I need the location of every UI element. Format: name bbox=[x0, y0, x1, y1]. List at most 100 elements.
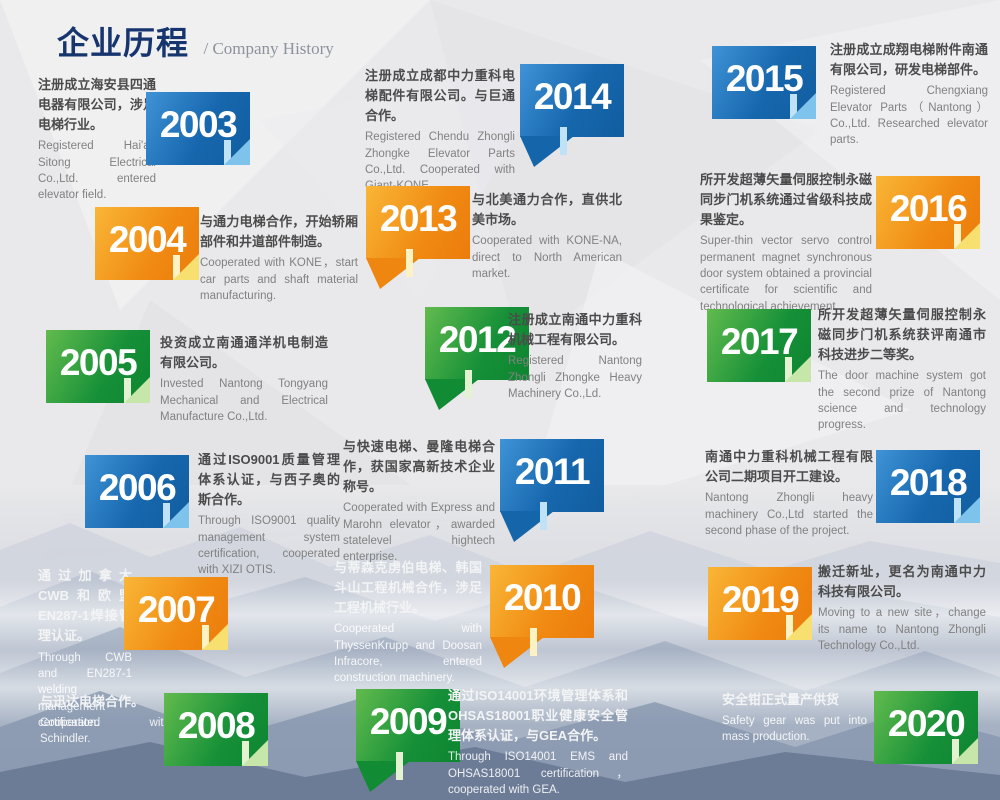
year-badge-2003: 2003 bbox=[146, 92, 250, 165]
fold-stripe bbox=[560, 127, 567, 155]
year-label: 2020 bbox=[887, 703, 966, 744]
milestone-en: Through ISO9001 quality management syste… bbox=[198, 515, 340, 577]
milestone-en: Cooperated with KONE-NA, direct to North… bbox=[472, 235, 622, 280]
milestone-en: Through CWB and EN287-1 welding manageme… bbox=[38, 651, 132, 729]
milestone-cn: 注册成立成都中力重科电梯配件有限公司。与巨通合作。 bbox=[365, 68, 515, 124]
fold-stripe bbox=[242, 741, 249, 766]
milestone-en: Registered Chengxiang Elevator Parts（Nan… bbox=[830, 85, 988, 147]
milestone-text-2010: 与蒂森克虏伯电梯、韩国斗山工程机械合作，涉足工程机械行业。 Cooperated… bbox=[334, 558, 482, 687]
year-label: 2010 bbox=[503, 577, 582, 618]
fold-stripe bbox=[954, 498, 961, 523]
milestone-text-2011: 与快速电梯、曼隆电梯合作，获国家高新技术企业称号。 Cooperated wit… bbox=[343, 437, 495, 566]
year-badge-2010: 2010 bbox=[490, 565, 594, 668]
milestone-en: Registered Nantong Zhongli Zhongke Heavy… bbox=[508, 355, 642, 400]
year-label: 2012 bbox=[438, 319, 517, 360]
milestone-en: Invested Nantong Tongyang Mechanical and… bbox=[160, 378, 328, 423]
title-english: / Company History bbox=[203, 39, 334, 58]
year-label: 2019 bbox=[721, 579, 800, 620]
milestone-text-2018: 南通中力重科机械工程有限公司二期项目开工建设。 Nantong Zhongli … bbox=[705, 447, 873, 539]
year-label: 2007 bbox=[137, 589, 216, 630]
year-label: 2016 bbox=[889, 188, 968, 229]
milestone-text-2019: 搬迁新址，更名为南通中力科技有限公司。 Moving to a new site… bbox=[818, 562, 986, 654]
milestone-text-2016: 所开发超薄矢量伺服控制永磁同步门机系统通过省级科技成果鉴定。 Super-thi… bbox=[700, 170, 872, 315]
milestone-en: Nantong Zhongli heavy machinery Co.,Ltd … bbox=[705, 492, 873, 537]
milestone-en: Cooperated with KONE，start car parts and… bbox=[200, 257, 358, 302]
year-badge-2017: 2017 bbox=[707, 309, 811, 382]
milestone-cn: 安全钳正式量产供货 bbox=[722, 692, 840, 707]
year-label: 2008 bbox=[177, 705, 256, 746]
milestone-text-2007: 通过加拿大CWB和欧盟EN287-1焊接管理认证。 Through CWB an… bbox=[38, 566, 132, 731]
fold-stripe bbox=[952, 739, 959, 764]
milestone-en: Cooperated with ThyssenKrupp and Doosan … bbox=[334, 623, 482, 685]
year-badge-2005: 2005 bbox=[46, 330, 150, 403]
fold-stripe bbox=[465, 370, 472, 398]
fold-stripe bbox=[785, 357, 792, 382]
fold-stripe bbox=[786, 615, 793, 640]
year-label: 2017 bbox=[720, 321, 799, 362]
milestone-cn: 与通力电梯合作，开始轿厢部件和井道部件制造。 bbox=[200, 214, 358, 250]
milestone-cn: 所开发超薄矢量伺服控制永磁同步门机系统获评南通市科技进步二等奖。 bbox=[818, 307, 986, 363]
fold-stripe bbox=[224, 140, 231, 165]
milestone-en: Safety gear was put into mass production… bbox=[722, 715, 867, 744]
milestone-en: The door machine system got the second p… bbox=[818, 370, 986, 432]
milestone-cn: 注册成立成翔电梯附件南通有限公司，研发电梯部件。 bbox=[830, 42, 988, 78]
year-label: 2015 bbox=[725, 58, 804, 99]
year-label: 2005 bbox=[59, 342, 138, 383]
year-badge-2013: 2013 bbox=[366, 186, 470, 289]
milestone-text-2015: 注册成立成翔电梯附件南通有限公司，研发电梯部件。 Registered Chen… bbox=[830, 40, 988, 149]
milestone-cn: 与快速电梯、曼隆电梯合作，获国家高新技术企业称号。 bbox=[343, 439, 495, 495]
title-chinese: 企业历程 bbox=[57, 25, 190, 61]
fold-stripe bbox=[202, 625, 209, 650]
fold-stripe bbox=[954, 224, 961, 249]
milestone-text-2020: 安全钳正式量产供货 Safety gear was put into mass … bbox=[722, 690, 867, 746]
year-badge-2008: 2008 bbox=[164, 693, 268, 766]
milestone-cn: 通过ISO14001环境管理体系和OHSAS18001职业健康安全管理体系认证，… bbox=[448, 688, 628, 744]
milestone-cn: 搬迁新址，更名为南通中力科技有限公司。 bbox=[818, 564, 986, 600]
fold-stripe bbox=[163, 503, 170, 528]
year-badge-2015: 2015 bbox=[712, 46, 816, 119]
milestone-text-2009: 通过ISO14001环境管理体系和OHSAS18001职业健康安全管理体系认证，… bbox=[448, 686, 628, 798]
year-badge-2012: 2012 bbox=[425, 307, 529, 410]
milestone-cn: 南通中力重科机械工程有限公司二期项目开工建设。 bbox=[705, 449, 873, 485]
fold-stripe bbox=[173, 255, 180, 280]
year-badge-2009: 2009 bbox=[356, 689, 460, 792]
milestone-cn: 与北美通力合作，直供北美市场。 bbox=[472, 192, 622, 228]
year-label: 2004 bbox=[108, 219, 187, 260]
milestone-text-2004: 与通力电梯合作，开始轿厢部件和井道部件制造。 Cooperated with K… bbox=[200, 212, 358, 304]
milestone-en: Cooperated with Schindler. bbox=[40, 717, 170, 746]
year-label: 2013 bbox=[379, 198, 458, 239]
year-badge-2011: 2011 bbox=[500, 439, 604, 542]
milestone-cn: 所开发超薄矢量伺服控制永磁同步门机系统通过省级科技成果鉴定。 bbox=[700, 172, 872, 228]
year-label: 2018 bbox=[889, 462, 968, 503]
year-badge-2014: 2014 bbox=[520, 64, 624, 167]
year-badge-2018: 2018 bbox=[876, 450, 980, 523]
year-badge-2016: 2016 bbox=[876, 176, 980, 249]
milestone-cn: 注册成立南通中力重科机械工程有限公司。 bbox=[508, 312, 642, 348]
milestone-en: Registered Hai'an Sitong Electrical Co.,… bbox=[38, 140, 156, 202]
year-badge-2007: 2007 bbox=[124, 577, 228, 650]
milestone-cn: 与蒂森克虏伯电梯、韩国斗山工程机械合作，涉足工程机械行业。 bbox=[334, 560, 482, 616]
milestone-en: Registered Chendu Zhongli Zhongke Elevat… bbox=[365, 131, 515, 192]
year-label: 2014 bbox=[533, 76, 612, 117]
fold-stripe bbox=[396, 752, 403, 780]
fold-stripe bbox=[406, 249, 413, 277]
year-badge-2019: 2019 bbox=[708, 567, 812, 640]
year-label: 2009 bbox=[369, 701, 448, 742]
page-title: 企业历程 / Company History bbox=[57, 18, 334, 64]
year-badge-2004: 2004 bbox=[95, 207, 199, 280]
milestone-text-2003: 注册成立海安县四通电器有限公司，涉足电梯行业。 Registered Hai'a… bbox=[38, 75, 156, 204]
milestone-cn: 与迅达电梯合作。 bbox=[40, 694, 145, 709]
fold-stripe bbox=[530, 628, 537, 656]
year-badge-2020: 2020 bbox=[874, 691, 978, 764]
milestone-en: Cooperated with Express and Marohn eleva… bbox=[343, 502, 495, 564]
year-label: 2006 bbox=[98, 467, 177, 508]
milestone-cn: 投资成立南通通洋机电制造有限公司。 bbox=[160, 335, 328, 371]
milestone-text-2013: 与北美通力合作，直供北美市场。 Cooperated with KONE-NA,… bbox=[472, 190, 622, 282]
milestone-text-2005: 投资成立南通通洋机电制造有限公司。 Invested Nantong Tongy… bbox=[160, 333, 328, 425]
fold-stripe bbox=[790, 94, 797, 119]
milestone-text-2014: 注册成立成都中力重科电梯配件有限公司。与巨通合作。 Registered Che… bbox=[365, 66, 515, 195]
milestone-cn: 通过ISO9001质量管理体系认证，与西子奥的斯合作。 bbox=[198, 452, 340, 508]
fold-stripe bbox=[540, 502, 547, 530]
milestone-cn: 注册成立海安县四通电器有限公司，涉足电梯行业。 bbox=[38, 77, 156, 133]
